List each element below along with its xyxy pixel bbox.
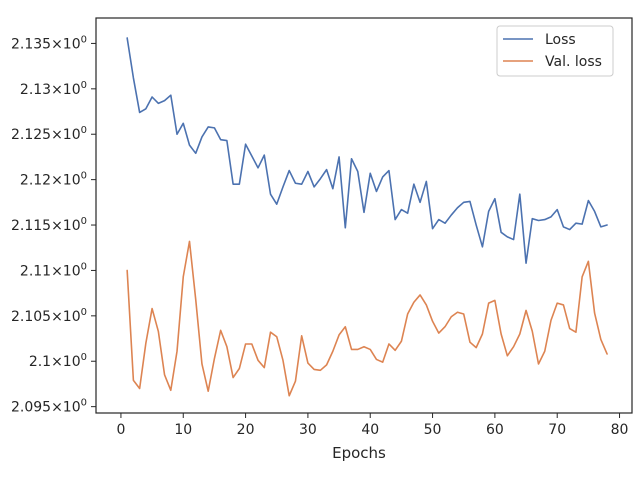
x-tick-label: 70 bbox=[548, 422, 566, 438]
legend: Loss Val. loss bbox=[496, 25, 614, 77]
x-tick-label: 60 bbox=[486, 422, 504, 438]
series-line-loss bbox=[126, 37, 608, 264]
y-tick-label: 2.095×100 bbox=[11, 398, 87, 416]
legend-label-val-loss: Val. loss bbox=[545, 54, 602, 70]
x-tick-label: 10 bbox=[174, 422, 192, 438]
x-tick-label: 20 bbox=[237, 422, 255, 438]
y-tick-label: 2.13×100 bbox=[20, 80, 87, 98]
y-tick-label: 2.125×100 bbox=[11, 125, 87, 143]
plot-frame bbox=[95, 17, 633, 414]
x-axis-label: Epochs bbox=[332, 444, 386, 462]
x-tick-label: 50 bbox=[424, 422, 442, 438]
series-line-val-loss bbox=[126, 240, 608, 397]
series-lines bbox=[126, 37, 608, 397]
x-tick-label: 40 bbox=[361, 422, 379, 438]
y-tick-label: 2.115×100 bbox=[11, 216, 87, 234]
y-tick-label: 2.105×100 bbox=[11, 307, 87, 325]
y-tick-label: 2.1×100 bbox=[29, 352, 87, 370]
y-axis: 2.095×100 2.1×100 2.105×100 2.11×100 2.115×1… bbox=[11, 34, 96, 416]
y-tick-label: 2.11×100 bbox=[20, 261, 87, 279]
x-tick-label: 80 bbox=[611, 422, 629, 438]
y-tick-label: 2.135×100 bbox=[11, 34, 87, 52]
x-tick-label: 30 bbox=[299, 422, 317, 438]
x-tick-label: 0 bbox=[116, 422, 125, 438]
y-tick-label: 2.12×100 bbox=[20, 171, 87, 189]
legend-label-loss: Loss bbox=[545, 32, 576, 48]
x-axis: 0 10 20 30 40 50 60 70 80 bbox=[116, 413, 628, 438]
